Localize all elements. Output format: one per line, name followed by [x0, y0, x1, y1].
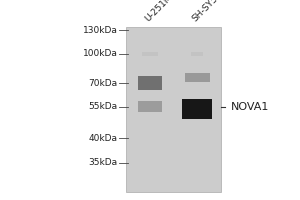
Text: 40kDa: 40kDa [89, 134, 118, 143]
Bar [127, 27, 220, 192]
Bar [182, 99, 212, 119]
Text: 35kDa: 35kDa [88, 158, 118, 167]
Text: 55kDa: 55kDa [88, 102, 118, 111]
Text: 130kDa: 130kDa [83, 26, 118, 35]
Text: U-251MG: U-251MG [144, 0, 179, 24]
Bar [191, 52, 203, 56]
Bar [137, 76, 163, 90]
Text: 70kDa: 70kDa [88, 79, 118, 88]
Text: NOVA1: NOVA1 [231, 102, 269, 112]
Bar [184, 73, 209, 82]
Bar [142, 52, 158, 56]
Text: SH-SY5Y: SH-SY5Y [191, 0, 224, 24]
Text: 100kDa: 100kDa [83, 49, 118, 58]
Bar [137, 101, 163, 112]
